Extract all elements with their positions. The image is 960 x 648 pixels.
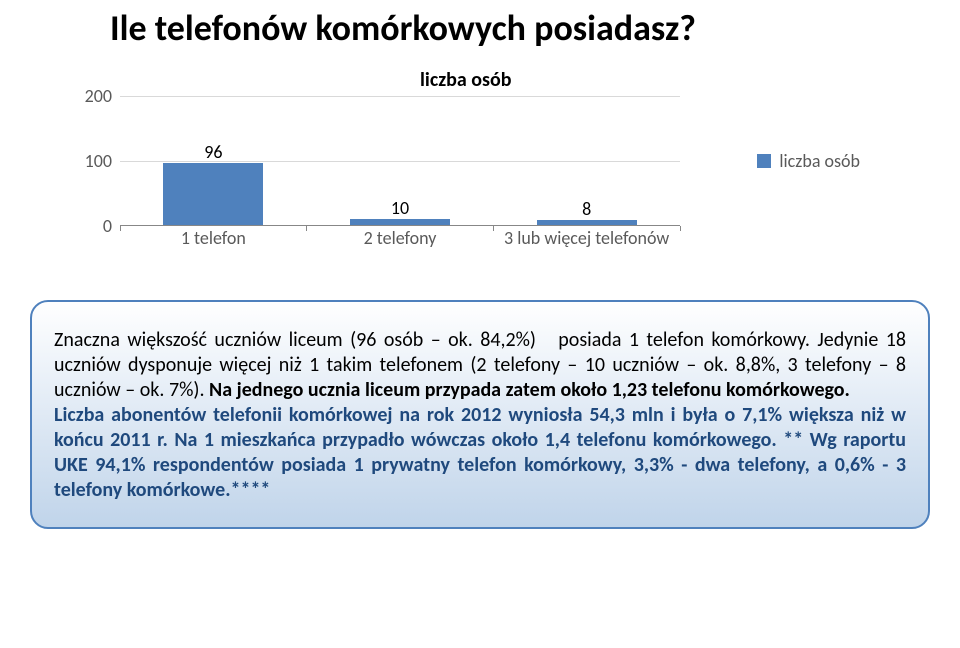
text-span: posiada 1 telefon komórkowy. (558, 328, 810, 352)
x-axis-labels: 1 telefon2 telefony3 lub więcej telefonó… (120, 228, 680, 272)
plot-area: 96 10 8 (120, 96, 680, 226)
y-axis: 200 100 0 (72, 96, 120, 226)
legend: liczba osób (757, 150, 860, 172)
y-tick: 100 (72, 154, 112, 168)
chart-subtitle: liczba osób (420, 68, 511, 92)
page-title: Ile telefonów komórkowych posiadasz? (30, 0, 930, 50)
page-root: Ile telefonów komórkowych posiadasz? lic… (0, 0, 960, 648)
bar (163, 163, 263, 225)
text-span-bold: Liczba abonentów telefonii komórkowej na… (54, 403, 906, 502)
x-axis-label: 1 telefon (120, 228, 307, 248)
x-axis-label: 2 telefony (307, 228, 494, 248)
bar-value-label: 8 (527, 200, 647, 218)
legend-label: liczba osób (779, 150, 860, 172)
x-axis-label: 3 lub więcej telefonów (493, 228, 680, 248)
legend-swatch (757, 154, 771, 168)
bar-group: 10 (340, 95, 460, 225)
bar-group: 8 (527, 95, 647, 225)
bar-chart: liczba osób 200 100 0 96 10 8 1 telefon2 t… (40, 68, 860, 278)
bar-group: 96 (153, 95, 273, 225)
commentary-text: Znaczna większość uczniów liceum (96 osó… (54, 328, 906, 503)
commentary-bubble: Znaczna większość uczniów liceum (96 osó… (30, 300, 930, 529)
text-span: Znaczna większość uczniów liceum (96 osó… (54, 328, 536, 352)
bar-value-label: 10 (340, 199, 460, 217)
bar (537, 220, 637, 225)
bar-value-label: 96 (153, 143, 273, 161)
y-tick: 200 (72, 89, 112, 103)
y-tick: 0 (72, 219, 112, 233)
text-span-bold: Na jednego ucznia liceum przypada zatem … (209, 378, 850, 402)
bar (350, 219, 450, 226)
